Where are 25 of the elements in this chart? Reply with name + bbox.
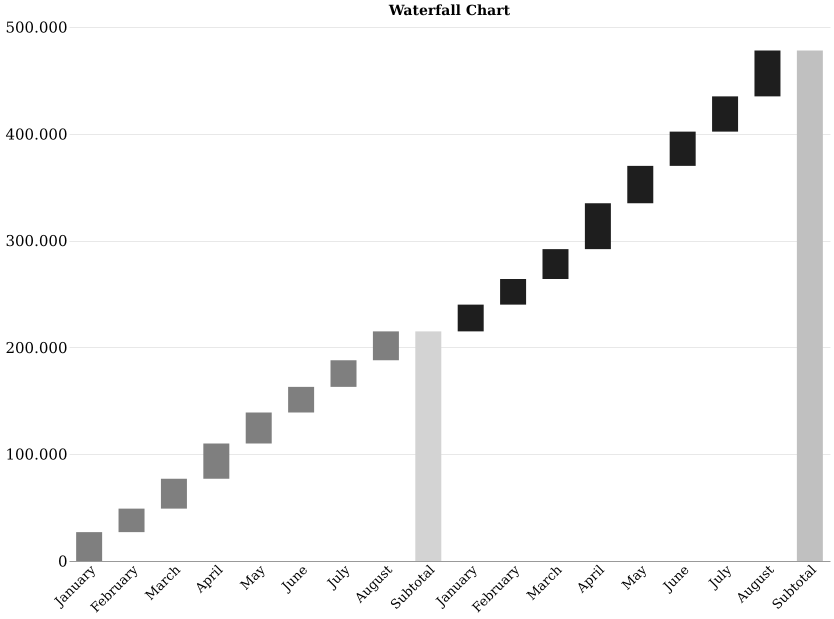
bar: [372, 331, 399, 360]
bar: [712, 96, 738, 132]
bar: [584, 203, 611, 250]
bar: [754, 50, 780, 96]
y-tick-label: 500.000: [5, 18, 68, 36]
bar: [288, 386, 314, 413]
bar: [500, 279, 526, 305]
bar: [627, 166, 654, 204]
y-tick-label: 200.000: [5, 338, 68, 357]
chart-title: Waterfall Chart: [388, 3, 511, 19]
bar: [246, 412, 272, 444]
bar: [330, 360, 357, 387]
bar: [76, 532, 102, 561]
y-tick-label: 100.000: [5, 446, 68, 464]
bar: [670, 132, 696, 166]
y-tick-label: 0: [58, 552, 68, 570]
bar: [160, 478, 187, 509]
y-tick-label: 400.000: [5, 125, 68, 144]
bar: [415, 331, 442, 561]
bar: [796, 50, 823, 561]
bar: [458, 304, 484, 332]
bar: [118, 508, 145, 532]
bar: [203, 444, 230, 479]
bar: [542, 249, 568, 280]
y-tick-label: 300.000: [5, 232, 68, 250]
